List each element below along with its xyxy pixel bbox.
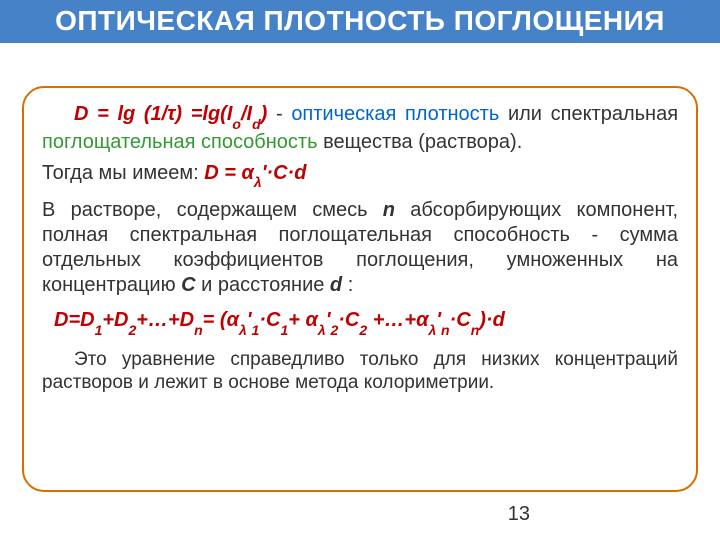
- paragraph-definition: D = lg (1/τ) =lg(Io/Id) - оптическая пло…: [42, 102, 678, 155]
- formula-d-alpha: D = αλ'·C·d: [204, 162, 306, 184]
- page-number: 13: [508, 503, 530, 526]
- text-plain-2: вещества (раствора).: [323, 131, 522, 153]
- var-d: d: [330, 274, 342, 296]
- paragraph-then: Тогда мы имеем: D = αλ'·C·d: [42, 161, 678, 189]
- slide: ОПТИЧЕСКАЯ ПЛОТНОСТЬ ПОГЛОЩЕНИЯ D = lg (…: [0, 0, 720, 540]
- var-n: n: [383, 199, 395, 221]
- text-optical-density: оптическая плотность: [291, 103, 499, 125]
- var-c: С: [181, 274, 195, 296]
- content-frame: D = lg (1/τ) =lg(Io/Id) - оптическая пло…: [22, 86, 698, 492]
- slide-title: ОПТИЧЕСКАЯ ПЛОТНОСТЬ ПОГЛОЩЕНИЯ: [0, 0, 720, 43]
- text-mixture-c: и расстояние: [201, 274, 330, 296]
- formula-d-lg: D = lg (1/τ) =lg(Io/Id): [74, 103, 276, 125]
- text-mixture-d: :: [348, 274, 354, 296]
- paragraph-mixture: В растворе, содержащем смесь n абсорбиру…: [42, 198, 678, 298]
- text-dash: -: [276, 103, 291, 125]
- formula-sum: D=D1+D2+…+Dn= (αλ'1·C1+ αλ'2·C2 +…+αλ'n·…: [42, 308, 678, 336]
- paragraph-note: Это уравнение справедливо только для низ…: [42, 348, 678, 396]
- text-absorbance: поглощательная способность: [42, 131, 318, 153]
- text-mixture-a: В растворе, содержащем смесь: [42, 199, 383, 221]
- text-plain-1: или спектральная: [508, 103, 678, 125]
- text-then-we-have: Тогда мы имеем:: [42, 162, 204, 184]
